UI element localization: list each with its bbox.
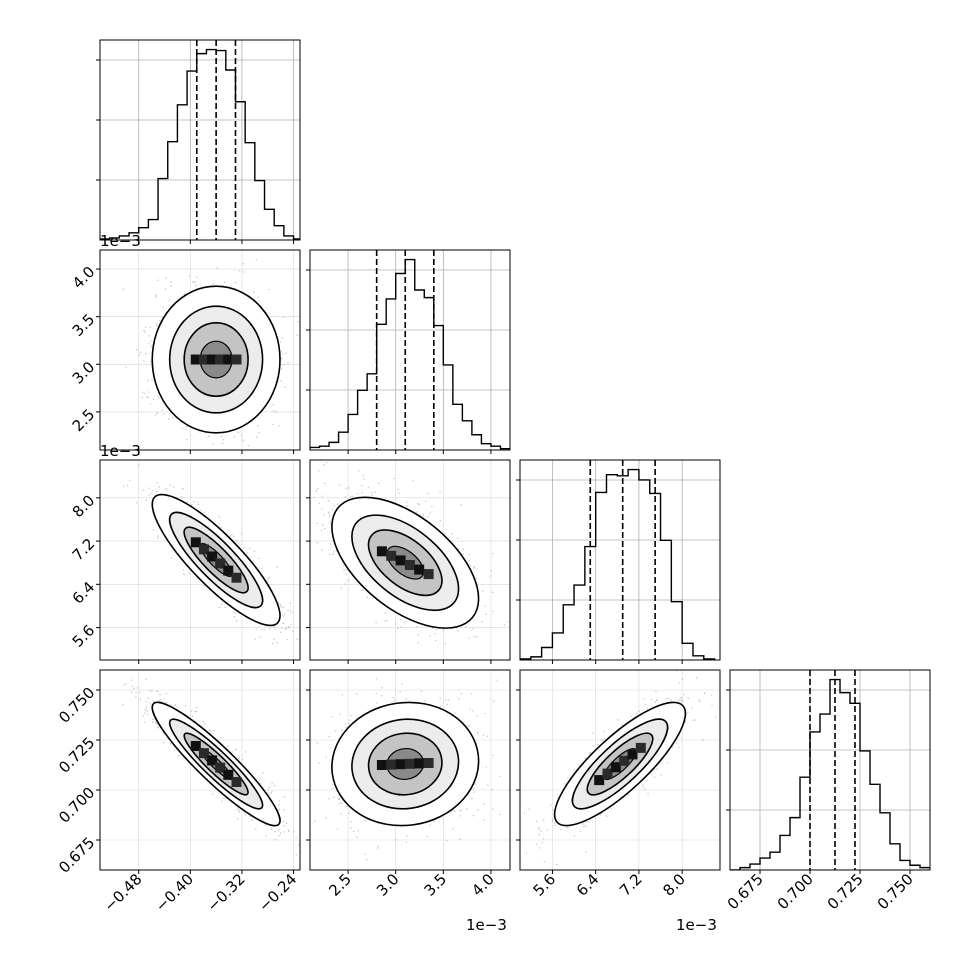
density-peak [386, 550, 397, 561]
density-peak [395, 555, 406, 566]
joint-panel-1-3 [306, 669, 511, 874]
histogram-step [520, 468, 716, 660]
x-tick-label: 0.750 [874, 870, 917, 913]
y-tick-label: 3.0 [69, 358, 99, 388]
panel-frame [99, 669, 301, 871]
density-peak [610, 762, 621, 773]
density-peak [627, 749, 638, 760]
y-tick-label: 5.6 [69, 621, 99, 651]
panel-frame [519, 669, 721, 871]
y-tick-label: 2.5 [69, 406, 99, 436]
density-peak [223, 354, 234, 365]
density-peak [619, 755, 630, 766]
panel-frame [99, 39, 301, 241]
offset-label-p1-x: 1e−3 [466, 916, 507, 934]
marginal-panel-2 [516, 459, 721, 664]
panel-frame [99, 249, 301, 451]
density-peak [231, 354, 242, 365]
joint-panel-0-2 [96, 459, 301, 664]
x-tick-label: −0.32 [204, 870, 249, 915]
offset-label-p2-y: 1e−3 [100, 442, 141, 460]
x-tick-label: −0.40 [152, 870, 197, 915]
density-peak [215, 354, 226, 365]
density-peak [231, 572, 242, 583]
x-tick-label: 0.725 [824, 870, 867, 913]
density-peak [190, 741, 201, 751]
density-peak [602, 768, 613, 779]
density-peak [223, 769, 234, 780]
density-peak [376, 760, 387, 770]
offset-label-p1-y: 1e−3 [100, 232, 141, 250]
density-peak [190, 354, 201, 365]
histogram-step [730, 678, 930, 870]
density-peak [190, 537, 201, 548]
density-peak [215, 762, 226, 773]
joint-panel-0-3 [96, 669, 301, 874]
x-tick-label: 7.2 [616, 870, 646, 900]
panel-frame [519, 459, 721, 661]
histogram-step [310, 258, 510, 450]
x-tick-label: 3.0 [373, 870, 403, 900]
x-tick-label: −0.24 [255, 870, 300, 915]
y-tick-label: 3.5 [69, 310, 99, 340]
density-peak [594, 775, 605, 786]
density-peak [376, 546, 387, 557]
x-tick-label: 8.0 [659, 870, 689, 900]
density-peak [207, 551, 218, 562]
y-tick-label: 7.2 [69, 535, 99, 565]
density-peak [635, 742, 646, 753]
density-peak [198, 354, 209, 365]
x-tick-label: 4.0 [468, 870, 498, 900]
y-tick-label: 0.675 [55, 834, 98, 877]
joint-panel-2-3 [516, 669, 721, 874]
x-tick-label: 6.4 [573, 870, 603, 900]
density-peak [215, 558, 226, 569]
histogram-step [100, 48, 300, 240]
panel-frame [309, 249, 511, 451]
density-peak [423, 569, 434, 580]
y-tick-label: 6.4 [69, 578, 99, 608]
panel-frame [99, 459, 301, 661]
density-peak [414, 564, 425, 575]
x-tick-label: 0.675 [724, 870, 767, 913]
density-peak [207, 354, 218, 365]
density-peak [198, 544, 209, 555]
density-peak [404, 560, 415, 570]
y-tick-label: 0.750 [55, 684, 98, 727]
density-peak [386, 759, 397, 770]
offset-label-p2-x: 1e−3 [676, 916, 717, 934]
y-tick-label: 4.0 [69, 263, 99, 293]
density-peak [414, 758, 425, 769]
marginal-panel-1 [306, 249, 511, 454]
density-peak [423, 758, 434, 768]
density-peak [404, 758, 415, 769]
joint-panel-0-1 [96, 249, 301, 454]
x-tick-label: −0.48 [100, 870, 145, 915]
panel-frame [309, 459, 511, 661]
density-peak [223, 565, 234, 576]
density-peak [198, 748, 209, 759]
x-tick-label: 3.5 [421, 870, 451, 900]
density-peak [395, 759, 406, 770]
y-tick-label: 8.0 [69, 491, 99, 521]
y-tick-label: 0.700 [55, 784, 98, 827]
panel-frame [309, 669, 511, 871]
marginal-panel-0 [96, 39, 301, 244]
panels-layer: 2.53.03.54.05.66.47.28.00.6750.7000.7250… [55, 39, 931, 915]
x-tick-label: 0.700 [774, 870, 817, 913]
joint-panel-1-2 [306, 459, 511, 664]
x-tick-label: 2.5 [325, 870, 355, 900]
y-tick-label: 0.725 [55, 734, 98, 777]
panel-frame [729, 669, 931, 871]
density-peak [231, 777, 242, 787]
marginal-panel-3 [726, 669, 931, 874]
density-peak [207, 755, 218, 766]
x-tick-label: 5.6 [530, 870, 560, 900]
